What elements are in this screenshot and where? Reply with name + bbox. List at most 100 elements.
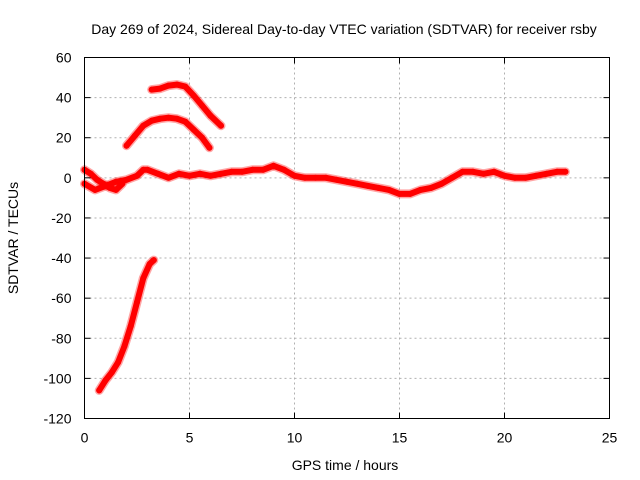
data-point [260, 166, 266, 173]
data-point [386, 186, 392, 193]
data-point [157, 85, 164, 92]
y-tick-label: -40 [51, 250, 71, 266]
grid-lines [84, 57, 610, 419]
x-tick-label: 20 [497, 430, 513, 446]
data-point [501, 172, 508, 179]
data-point [190, 92, 197, 99]
data-point [281, 166, 287, 173]
data-point [127, 323, 134, 330]
data-point [344, 178, 350, 185]
data-point [396, 190, 403, 197]
data-point [197, 170, 203, 177]
data-point [106, 184, 113, 191]
data-point [562, 168, 569, 175]
data-point [165, 114, 172, 121]
data-point [199, 102, 206, 109]
data-point [92, 186, 98, 193]
data-point [102, 377, 109, 384]
series-line-1-halo [94, 255, 159, 395]
data-point [140, 166, 147, 173]
data-point [165, 174, 172, 181]
data-point [218, 122, 224, 129]
data-point [100, 180, 107, 187]
plot-frame [84, 57, 610, 419]
data-point [354, 180, 361, 187]
x-tick-labels: 0 5 10 15 20 25 [81, 430, 618, 446]
data-point [302, 174, 308, 181]
data-point [148, 117, 155, 124]
data-point [291, 172, 298, 179]
y-tick-label: -20 [51, 210, 71, 226]
data-point [165, 82, 172, 89]
data-point [239, 168, 245, 175]
data-point [190, 126, 197, 133]
data-point [155, 170, 161, 177]
data-point [108, 369, 115, 376]
data-point [449, 174, 455, 181]
y-tick-label: -80 [51, 330, 71, 346]
series-line-2-halo [122, 113, 214, 153]
y-tick-label: -120 [43, 411, 71, 427]
x-tick-label: 15 [392, 430, 408, 446]
data-point [119, 180, 126, 187]
data-point [407, 190, 413, 197]
y-tick-label: 40 [56, 90, 72, 106]
y-tick-label: 60 [56, 50, 72, 66]
data-point [438, 180, 445, 187]
data-point [140, 122, 147, 129]
data-point [134, 299, 140, 306]
data-point [173, 81, 180, 88]
y-tick-label: 0 [64, 170, 72, 186]
data-point [228, 168, 235, 175]
data-point [428, 184, 434, 191]
data-point [123, 176, 130, 183]
data-point [312, 174, 319, 181]
data-point [121, 343, 128, 350]
data-point [375, 184, 382, 191]
x-tick-label: 10 [287, 430, 303, 446]
x-tick-label: 25 [602, 430, 618, 446]
data-point [480, 170, 487, 177]
data-point [207, 172, 214, 179]
data-point [522, 174, 529, 181]
data-point [144, 166, 151, 173]
y-tick-labels: -120 -100 -80 -60 -40 -20 0 20 40 60 [43, 50, 71, 427]
data-point [131, 132, 138, 139]
data-point [270, 162, 277, 169]
series-layer [80, 80, 570, 395]
y-tick-label: -60 [51, 290, 71, 306]
data-point [512, 174, 518, 181]
y-axis-label: SDTVAR / TECUs [5, 182, 21, 294]
axis-ticks [84, 57, 610, 419]
data-point [148, 86, 155, 93]
data-point [113, 186, 119, 193]
data-point [199, 134, 206, 141]
data-point [115, 359, 122, 366]
data-point [554, 168, 560, 175]
data-point [157, 115, 164, 122]
data-point [533, 172, 539, 179]
data-point [96, 387, 103, 394]
x-tick-label: 0 [81, 430, 89, 446]
series-line-1 [96, 257, 157, 394]
y-tick-label: 20 [56, 130, 72, 146]
data-point [182, 118, 189, 125]
data-point [94, 176, 101, 183]
x-axis-label: GPS time / hours [292, 457, 399, 473]
data-point [140, 275, 147, 282]
data-point [218, 170, 224, 177]
data-point [123, 142, 130, 149]
data-point [134, 172, 140, 179]
data-point [206, 144, 213, 151]
data-point [150, 257, 157, 264]
data-point [323, 174, 329, 181]
data-point [146, 261, 153, 268]
data-point [365, 182, 371, 189]
data-point [176, 170, 182, 177]
data-point [459, 168, 466, 175]
y-tick-label: -100 [43, 370, 71, 386]
data-point [113, 178, 119, 185]
data-point [491, 168, 497, 175]
data-point [182, 83, 189, 90]
